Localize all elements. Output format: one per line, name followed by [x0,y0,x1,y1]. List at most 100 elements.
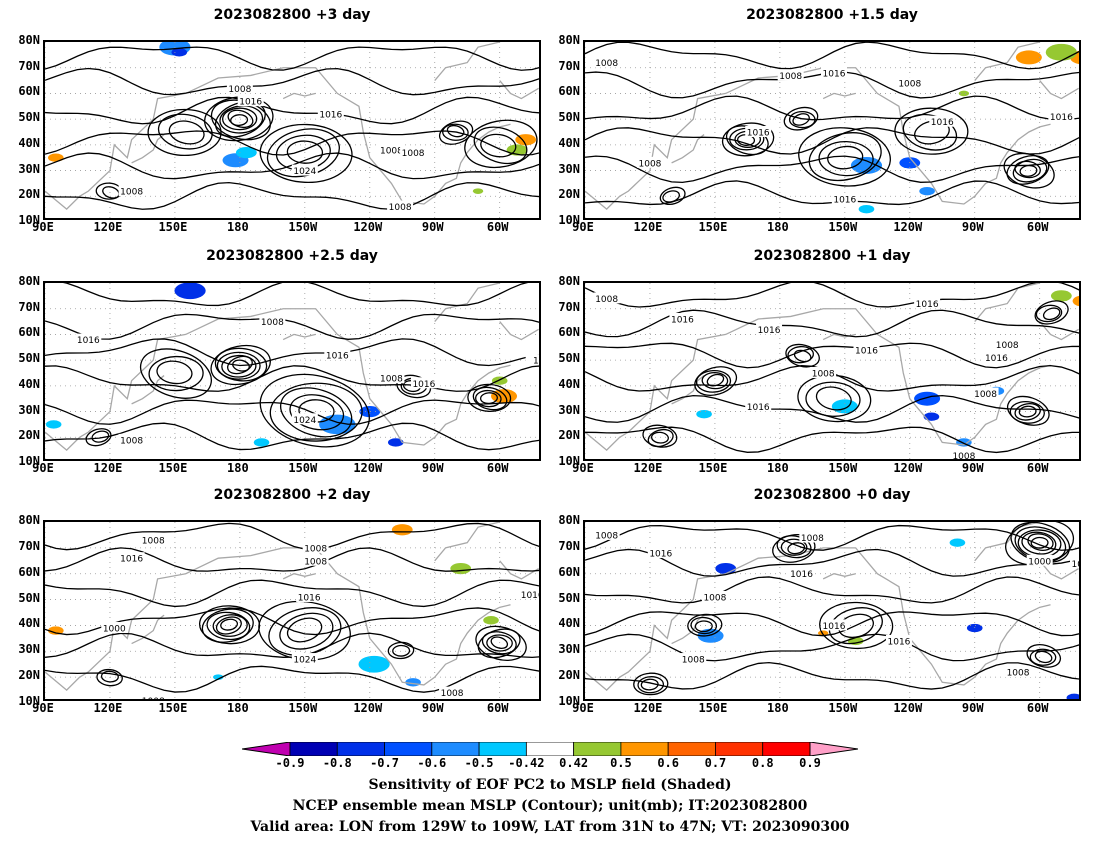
low-pressure-contour [387,641,415,660]
sensitivity-shade [1066,693,1079,699]
low-pressure-contour [1003,152,1055,189]
lon-tick-label: 90W [421,461,444,475]
low-pressure-contour [650,431,669,444]
coastline [822,573,856,580]
low-pressure-contour [475,625,527,662]
low-pressure-contour [721,122,775,157]
low-pressure-contour [91,430,110,443]
low-pressure-contour [793,349,812,363]
colorbar-extend-low [241,741,291,757]
low-pressure-contour [1009,400,1045,424]
lat-tick-label: 70N [558,538,580,553]
contour-label-bg [929,115,956,127]
lat-tick-label: 80N [18,33,40,47]
high-pressure-contour [798,127,891,187]
lat-tick-label: 80N [558,33,580,47]
footer-line-2: NCEP ensemble mean MSLP (Contour); unit(… [292,798,808,814]
lon-tick-label: 60W [1026,220,1049,234]
lon-tick-label: 120E [633,701,663,715]
panel-title: 2023082800 +3 day [213,7,371,23]
low-pressure-contour [706,373,725,387]
low-pressure-contour [1019,164,1038,177]
lon-tick-label: 150W [828,461,858,475]
isobar [45,96,539,125]
map-svg: 1016 1008 1016 1008 1016 1024 1008 10 [45,283,539,459]
lat-tick-label: 50N [18,351,40,366]
sensitivity-shade [958,90,970,97]
sensitivity-shade [923,412,940,421]
lon-tick-label: 120W [893,220,923,234]
sensitivity-shade [171,48,188,57]
isobar [45,313,539,340]
lat-tick-label: 70N [18,58,40,73]
high-pressure-contour [289,394,345,431]
lon-tick-label: 150W [288,461,318,475]
lon-tick-label: 90E [572,461,594,475]
contour-label-bg [745,126,772,137]
colorbar-tick-label: 0.7 [704,756,727,770]
lon-tick-label: 150W [828,701,858,715]
coastline [974,522,1040,562]
contour-label: 1008 [389,203,412,213]
contour-label-bg [821,66,847,78]
contour-label-bg [410,377,437,389]
isobar [585,155,1079,184]
isobar [45,365,539,392]
map-svg: 1008 1008 1016 1008 1016 1016 1016 1008 1016 [585,42,1079,218]
contour-label-bg [972,387,999,399]
contour-label: 1016 [1050,113,1073,123]
lon-tick-label: 90E [572,220,594,234]
colorbar-tick-label: 0.42 [559,756,589,770]
sensitivity-shade [858,204,875,214]
contour-label-bg [593,528,620,540]
contour-label-bg [950,449,977,459]
isobar [585,524,1079,551]
panel-title: 2023082800 +2 day [213,487,371,503]
contour-label: 1024 [293,416,316,426]
lon-tick-label: 180 [227,461,249,475]
contour-label-bg [994,338,1021,350]
contour-label: 1016 [855,346,878,356]
coastline [282,92,316,100]
contour-label-bg [140,694,167,699]
contour-label-bg [647,547,674,559]
coastline [671,614,705,645]
coastline [671,375,705,405]
contour-label-bg [140,534,167,546]
lon-tick-label: 120W [893,461,923,475]
lon-tick-label: 120W [353,220,383,234]
lon-tick-label: 120E [633,220,663,234]
high-pressure-contour [827,145,864,170]
lat-tick-label: 70N [18,538,40,553]
contour-label-bg [291,653,318,665]
contour-label-bg [296,590,323,602]
contour-label-bg [810,367,837,378]
contour-label: 1008 [996,341,1019,351]
contour-label-bg [291,164,318,176]
sensitivity-shade [450,562,472,575]
coastline [671,134,705,164]
coastline [822,333,856,341]
contour-label: 1016 [790,570,813,580]
contour-label: 1008 [228,85,251,95]
low-pressure-contour [232,359,250,372]
lat-tick-label: 20N [558,428,580,443]
low-pressure-contour [204,96,274,142]
isobar [585,661,1079,690]
isobar [45,181,539,210]
lat-tick-label: 40N [18,135,40,150]
contour-label: 1008 [801,534,824,544]
contour-label-bg [983,351,1010,363]
lon-tick-label: 120E [93,461,123,475]
contour-label: 1008 [402,149,425,159]
lat-tick-label: 60N [18,325,40,340]
high-pressure-contour [280,387,353,438]
lon-tick-label: 90E [32,220,54,234]
sensitivity-shade [213,674,224,680]
high-pressure-contour [828,607,883,645]
lon-tick-label: 120W [353,461,383,475]
lon-tick-label: 60W [486,701,509,715]
lat-tick-label: 60N [558,84,580,99]
map-svg: 1008 1016 1008 1008 1016 1000 1024 1016 1008 1008 [45,522,539,699]
low-pressure-contour [647,428,674,448]
